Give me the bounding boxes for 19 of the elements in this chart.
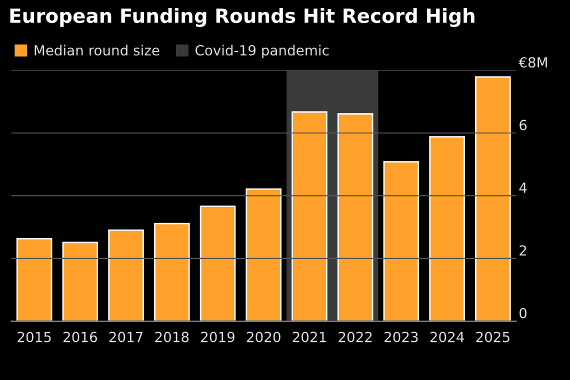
x-tick-label: 2015	[18, 332, 51, 342]
y-tick-label: 2	[520, 245, 526, 256]
x-tick-label: 2024	[430, 332, 464, 342]
x-tick-label: 2016	[64, 332, 97, 342]
x-tick-label: 2019	[201, 332, 234, 342]
x-tick-label: 2017	[109, 332, 143, 342]
x-tick-label: 2018	[155, 332, 189, 342]
chart-title: European Funding Rounds Hit Record High	[10, 8, 474, 27]
y-tick-label: 4	[519, 182, 527, 193]
x-tick-label: 2021	[292, 332, 326, 342]
y-tick-label: €8M	[518, 57, 547, 68]
legend-label: Covid-19 pandemic	[196, 44, 329, 58]
x-tick-label: 2025	[476, 332, 510, 342]
y-tick-label: 6	[520, 120, 527, 130]
legend-label: Median round size	[34, 44, 160, 56]
x-tick-label: 2023	[384, 332, 418, 342]
x-tick-label: 2022	[338, 332, 372, 342]
y-tick-label: 0	[520, 308, 527, 318]
x-tick-label: 2020	[246, 332, 280, 342]
